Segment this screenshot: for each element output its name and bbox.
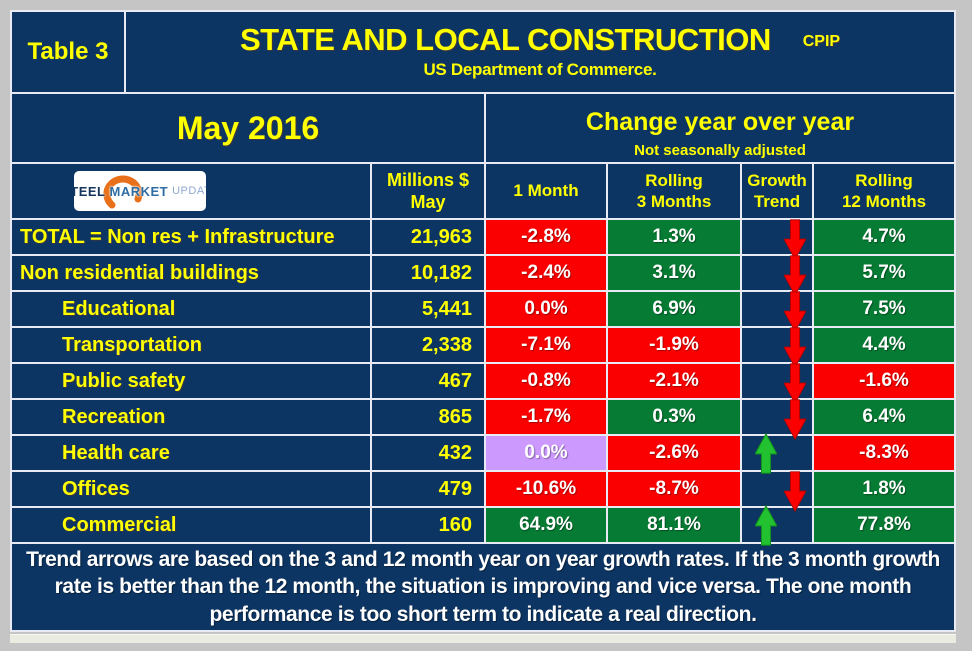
cell-growth-trend — [742, 291, 812, 332]
cell-1month: -1.7% — [486, 400, 606, 434]
column-header-rolling12: Rolling 12 Months — [814, 164, 954, 218]
cell-rolling12: 6.4% — [814, 400, 954, 434]
row-value: 467 — [372, 364, 484, 398]
row-value: 432 — [372, 436, 484, 470]
cell-rolling3: -2.6% — [608, 436, 740, 470]
cell-1month: -0.8% — [486, 364, 606, 398]
steel-market-update-logo: STEEL MARKET UPDATE — [74, 171, 206, 211]
column-header-growth-trend: Growth Trend — [742, 164, 812, 218]
logo-cell: STEEL MARKET UPDATE — [12, 164, 370, 218]
table-number-cell: Table 3 — [12, 12, 124, 92]
subtitle: US Department of Commerce. — [423, 59, 657, 79]
table-row: Health care 432 0.0% -2.6% -8.3% — [12, 433, 954, 474]
row-value: 479 — [372, 472, 484, 506]
column-header-rolling3: Rolling 3 Months — [608, 164, 740, 218]
row-value: 160 — [372, 508, 484, 542]
row-label: Educational — [12, 292, 370, 326]
cell-1month: 0.0% — [486, 292, 606, 326]
table-row: Educational 5,441 0.0% 6.9% 7.5% — [12, 291, 954, 332]
cell-1month: 0.0% — [486, 436, 606, 470]
row-label: Transportation — [12, 328, 370, 362]
cell-rolling12: 7.5% — [814, 292, 954, 326]
spreadsheet-edge-strip — [10, 634, 956, 643]
cell-rolling12: 5.7% — [814, 256, 954, 290]
column-header-row: STEEL MARKET UPDATE Millions $ May 1 Mon… — [12, 164, 954, 218]
title-band: Table 3 STATE AND LOCAL CONSTRUCTION CPIP… — [12, 12, 954, 92]
logo-crescent-icon — [103, 175, 143, 209]
row-label: Public safety — [12, 364, 370, 398]
page-title: STATE AND LOCAL CONSTRUCTION CPIP — [239, 22, 841, 58]
cell-growth-trend — [742, 363, 812, 404]
up-arrow-icon — [755, 505, 777, 546]
title-cell: STATE AND LOCAL CONSTRUCTION CPIP US Depa… — [126, 12, 954, 92]
row-label: Non residential buildings — [12, 256, 370, 290]
cell-rolling12: 4.4% — [814, 328, 954, 362]
table-row: Offices 479 -10.6% -8.7% 1.8% — [12, 471, 954, 512]
cell-rolling3: 81.1% — [608, 508, 740, 542]
yoy-header-cell: Change year over year Not seasonally adj… — [486, 94, 954, 162]
row-value: 2,338 — [372, 328, 484, 362]
table-row: Public safety 467 -0.8% -2.1% -1.6% — [12, 363, 954, 404]
cell-rolling3: -2.1% — [608, 364, 740, 398]
cell-rolling12: -8.3% — [814, 436, 954, 470]
cell-growth-trend — [742, 399, 812, 440]
table-row: Recreation 865 -1.7% 0.3% 6.4% — [12, 399, 954, 440]
logo-word-update: UPDATE — [172, 185, 206, 197]
cell-growth-trend — [742, 219, 812, 260]
cell-rolling3: 3.1% — [608, 256, 740, 290]
row-label: Health care — [12, 436, 370, 470]
row-value: 21,963 — [372, 220, 484, 254]
title-text: STATE AND LOCAL CONSTRUCTION — [239, 22, 771, 58]
cell-rolling12: 77.8% — [814, 508, 954, 542]
down-arrow-icon — [784, 471, 806, 512]
period-cell: May 2016 — [12, 94, 484, 162]
row-label: Offices — [12, 472, 370, 506]
table-row: Commercial 160 64.9% 81.1% 77.8% — [12, 505, 954, 546]
cell-rolling3: -1.9% — [608, 328, 740, 362]
cell-1month: -2.4% — [486, 256, 606, 290]
column-header-1month: 1 Month — [486, 164, 606, 218]
cell-rolling12: -1.6% — [814, 364, 954, 398]
cell-1month: -7.1% — [486, 328, 606, 362]
period-label: May 2016 — [176, 109, 320, 146]
logo-text: STEEL MARKET UPDATE — [74, 171, 206, 211]
yoy-subtitle: Not seasonally adjusted — [634, 142, 806, 159]
cell-rolling3: 0.3% — [608, 400, 740, 434]
construction-table: Table 3 STATE AND LOCAL CONSTRUCTION CPIP… — [10, 10, 956, 632]
cell-1month: -2.8% — [486, 220, 606, 254]
row-value: 10,182 — [372, 256, 484, 290]
column-header-millions: Millions $ May — [372, 164, 484, 218]
cell-rolling12: 1.8% — [814, 472, 954, 506]
down-arrow-icon — [784, 399, 806, 440]
logo-word-steel: STEEL — [74, 183, 106, 199]
cell-growth-trend — [742, 255, 812, 296]
cell-rolling3: 6.9% — [608, 292, 740, 326]
cell-rolling3: -8.7% — [608, 472, 740, 506]
footnote-cell: Trend arrows are based on the 3 and 12 m… — [12, 544, 954, 630]
cell-growth-trend — [742, 471, 812, 512]
cell-growth-trend — [742, 327, 812, 368]
footnote-text: Trend arrows are based on the 3 and 12 m… — [26, 548, 940, 626]
logo-word-market: MARKET — [109, 183, 169, 199]
row-label: Commercial — [12, 508, 370, 542]
cell-rolling12: 4.7% — [814, 220, 954, 254]
row-label: Recreation — [12, 400, 370, 434]
cell-growth-trend — [742, 505, 812, 546]
table-row: TOTAL = Non res + Infrastructure 21,963 … — [12, 219, 954, 260]
row-label: TOTAL = Non res + Infrastructure — [12, 220, 370, 254]
table-row: Non residential buildings 10,182 -2.4% 3… — [12, 255, 954, 296]
table-number-label: Table 3 — [27, 38, 109, 65]
cell-rolling3: 1.3% — [608, 220, 740, 254]
up-arrow-icon — [755, 433, 777, 474]
row-value: 5,441 — [372, 292, 484, 326]
cell-1month: -10.6% — [486, 472, 606, 506]
row-value: 865 — [372, 400, 484, 434]
yoy-title: Change year over year — [585, 107, 855, 136]
cell-1month: 64.9% — [486, 508, 606, 542]
cell-growth-trend — [742, 433, 812, 474]
table-row: Transportation 2,338 -7.1% -1.9% 4.4% — [12, 327, 954, 368]
cpip-label: CPIP — [802, 33, 841, 51]
period-band: May 2016 Change year over year Not seaso… — [12, 94, 954, 162]
